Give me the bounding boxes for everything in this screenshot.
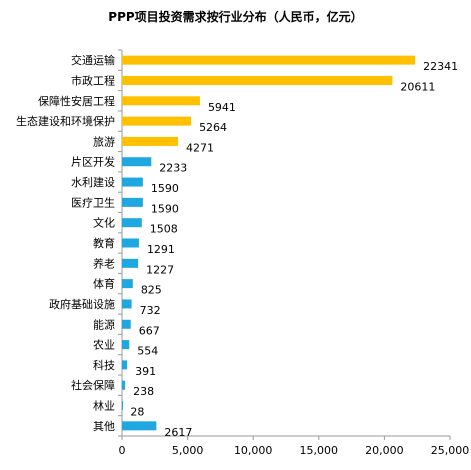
category-label: 林业 <box>93 399 115 413</box>
category-label: 养老 <box>93 256 115 270</box>
bar <box>122 75 393 85</box>
category-label: 旅游 <box>93 134 115 148</box>
data-label: 1291 <box>147 243 175 256</box>
category-label: 农业 <box>93 338 115 352</box>
data-label: 28 <box>130 406 144 419</box>
category-label: 交通运输 <box>71 53 115 67</box>
bar <box>122 299 132 309</box>
x-tick-label: 25,000 <box>431 444 470 457</box>
category-label: 科技 <box>93 358 115 372</box>
bar <box>122 116 192 126</box>
data-label: 554 <box>137 345 158 358</box>
category-label: 文化 <box>93 216 115 230</box>
bar <box>122 238 139 248</box>
category-label: 生态建设和环境保护 <box>16 114 115 128</box>
data-label: 2617 <box>164 426 192 439</box>
data-label: 22341 <box>423 60 458 73</box>
data-label: 1590 <box>151 182 179 195</box>
x-tick-label: 0 <box>119 444 126 457</box>
bar <box>122 55 416 65</box>
bar <box>122 218 142 228</box>
bar <box>122 136 179 146</box>
data-label: 5941 <box>208 101 236 114</box>
category-label: 教育 <box>93 236 115 250</box>
data-label: 238 <box>133 385 154 398</box>
data-label: 20611 <box>400 80 435 93</box>
data-label: 391 <box>135 365 156 378</box>
category-label: 保障性安居工程 <box>38 94 115 108</box>
data-label: 1590 <box>151 202 179 215</box>
bar <box>122 157 152 167</box>
x-tick-label: 10,000 <box>234 444 273 457</box>
category-label: 市政工程 <box>71 73 115 87</box>
bar <box>122 319 131 329</box>
data-label: 1508 <box>150 223 178 236</box>
category-label: 医疗卫生 <box>71 195 115 209</box>
category-label: 政府基础设施 <box>49 297 115 311</box>
category-label: 片区开发 <box>71 155 115 169</box>
chart-title: PPP项目投资需求按行业分布（人民币，亿元） <box>108 10 363 24</box>
category-label: 其他 <box>93 420 115 433</box>
bar <box>122 401 123 411</box>
x-tick-label: 15,000 <box>300 444 339 457</box>
bar <box>122 421 157 431</box>
bar <box>122 258 139 268</box>
data-label: 2233 <box>159 162 187 175</box>
bar <box>122 177 143 187</box>
category-label: 水利建设 <box>71 175 115 189</box>
x-tick-label: 20,000 <box>365 444 404 457</box>
bar <box>122 340 130 350</box>
x-tick-label: 5,000 <box>172 444 204 457</box>
bar <box>122 197 143 207</box>
category-label: 体育 <box>93 277 115 291</box>
data-label: 4271 <box>186 141 214 154</box>
data-label: 825 <box>141 284 162 297</box>
bar <box>122 380 126 390</box>
category-label: 社会保障 <box>71 378 115 392</box>
category-label: 能源 <box>93 317 115 331</box>
bar <box>122 96 200 106</box>
data-label: 667 <box>139 324 160 337</box>
bar <box>122 360 128 370</box>
data-label: 732 <box>140 304 161 317</box>
data-label: 5264 <box>199 121 227 134</box>
bar <box>122 279 133 289</box>
data-label: 1227 <box>146 263 174 276</box>
